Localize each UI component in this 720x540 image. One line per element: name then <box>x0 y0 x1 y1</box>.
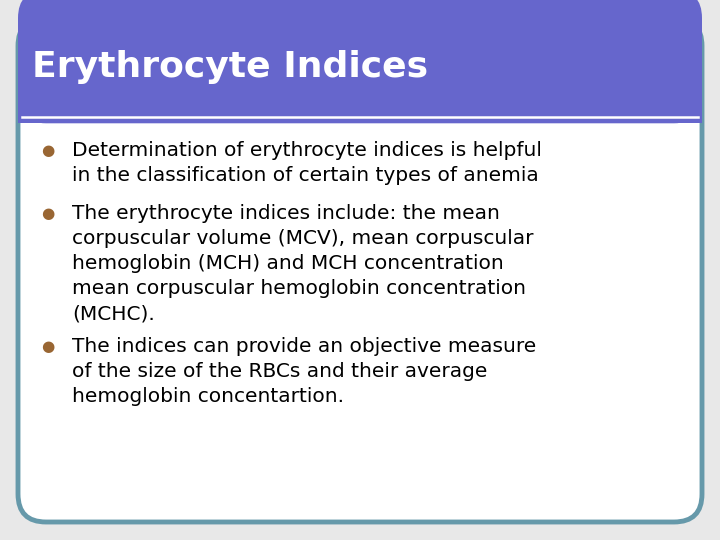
Text: The erythrocyte indices include: the mean
corpuscular volume (MCV), mean corpusc: The erythrocyte indices include: the mea… <box>72 204 534 323</box>
Bar <box>18 43 702 123</box>
Text: ●: ● <box>41 206 55 221</box>
Text: Erythrocyte Indices: Erythrocyte Indices <box>32 50 428 84</box>
Text: The indices can provide an objective measure
of the size of the RBCs and their a: The indices can provide an objective mea… <box>72 336 536 406</box>
Text: Determination of erythrocyte indices is helpful
in the classification of certain: Determination of erythrocyte indices is … <box>72 141 542 185</box>
FancyBboxPatch shape <box>18 18 702 522</box>
Text: ●: ● <box>41 339 55 354</box>
FancyBboxPatch shape <box>18 0 702 123</box>
Text: ●: ● <box>41 143 55 158</box>
